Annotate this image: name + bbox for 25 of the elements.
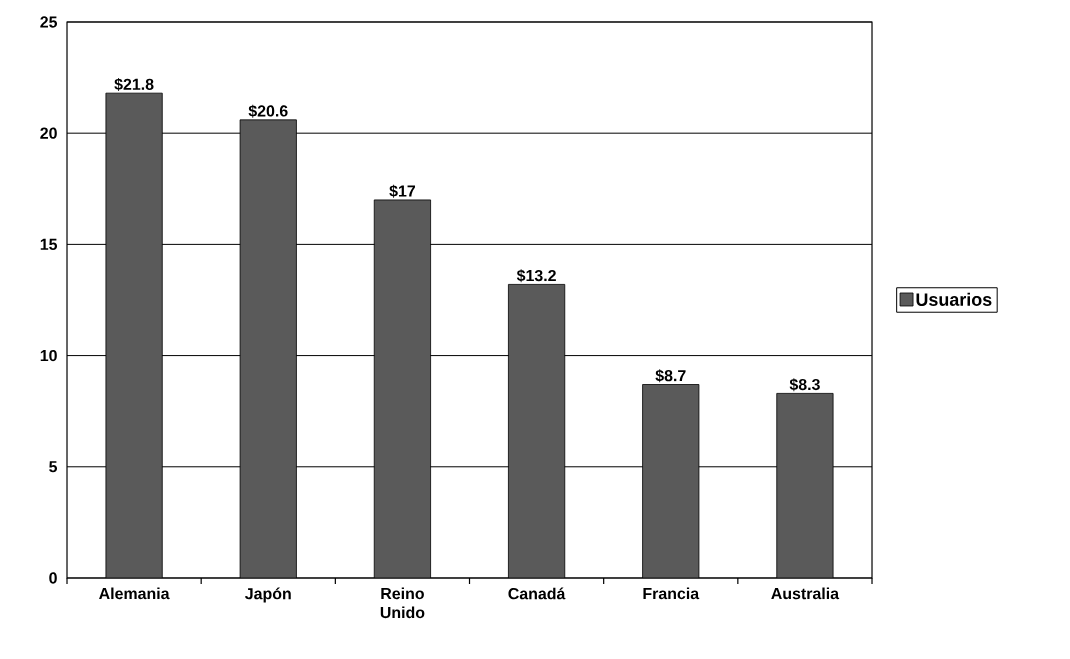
y-tick-label: 25 [40,16,58,28]
bar [239,119,297,578]
x-tick-label: Reino Unido [380,587,425,619]
bar [105,92,163,578]
bar [373,199,431,578]
x-tick-label: Francia [643,587,700,600]
legend-label: Usuarios [916,292,992,306]
x-tick-label: Canadá [508,587,566,600]
x-tick-label: Alemania [99,587,170,600]
y-tick-label: 5 [49,461,58,473]
bar [776,393,834,578]
y-tick-label: 0 [49,572,57,584]
data-label: $8.3 [789,378,820,392]
y-tick-label: 10 [40,349,57,362]
x-tick-label: Australia [771,587,840,600]
x-tick-label: Japón [245,587,291,603]
y-tick-label: 15 [40,238,58,250]
y-tick-label: 20 [40,127,57,139]
data-label: $21.8 [114,77,154,91]
bar [642,384,700,578]
data-label: $20.6 [248,104,288,118]
data-label: $13.2 [516,269,556,283]
bar [508,284,566,578]
data-label: $17 [389,184,416,198]
data-label: $8.7 [655,369,686,383]
